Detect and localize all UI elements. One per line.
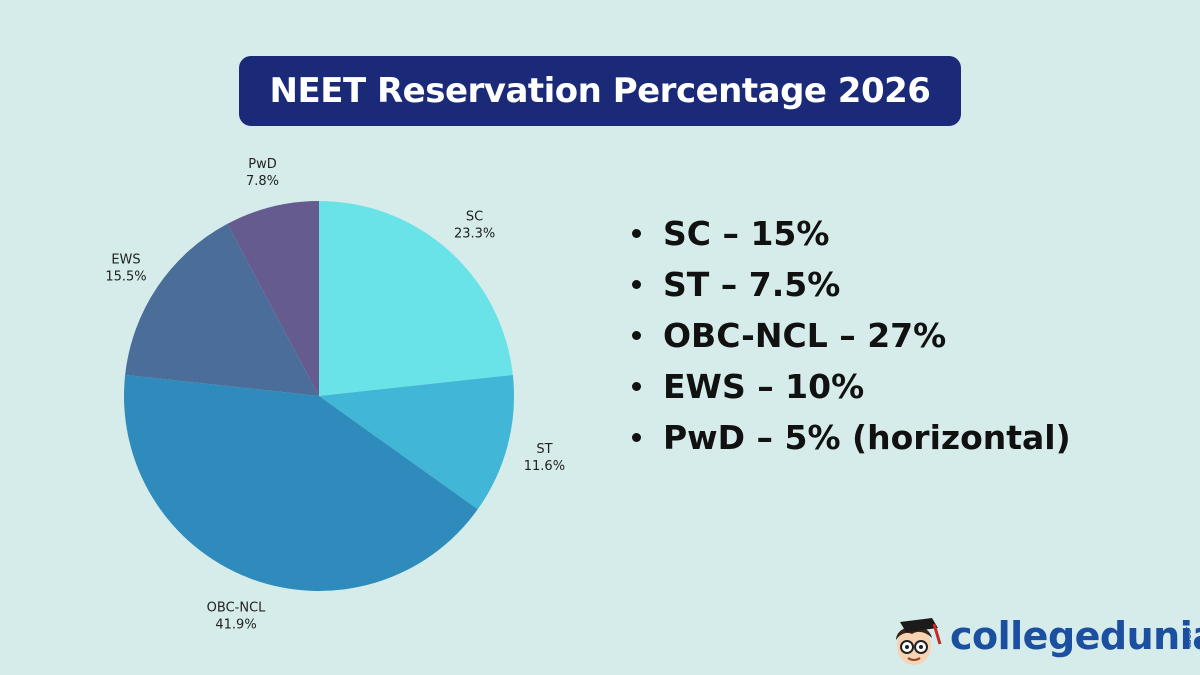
title-banner: NEET Reservation Percentage 2026 <box>239 56 961 126</box>
list-item: EWS – 10% <box>632 361 1071 412</box>
bullet-icon <box>632 280 641 289</box>
list-item-text: PwD – 5% (horizontal) <box>663 418 1071 457</box>
pie-chart: SC 23.3% ST 11.6% OBC-NCL 41.9% EWS 15.5% PwD 7.8… <box>105 157 565 633</box>
pie-slice-ews <box>125 223 319 396</box>
slice-label-obc-ncl: OBC-NCL 41.9% <box>207 601 266 633</box>
pie-slice-obc-ncl <box>123 374 478 592</box>
bullet-icon <box>632 229 641 238</box>
pie-slice-pwd <box>227 201 319 396</box>
pie-slice-sc <box>319 201 513 396</box>
slice-label-sc: SC 23.3% <box>454 210 495 242</box>
list-item-text: ST – 7.5% <box>663 265 841 304</box>
reservation-list: SC – 15% ST – 7.5% OBC-NCL – 27% EWS – 1… <box>632 208 1071 463</box>
slice-label-pwd: PwD 7.8% <box>246 157 279 189</box>
slice-label-ews: EWS 15.5% <box>105 252 146 284</box>
bullet-icon <box>632 331 641 340</box>
student-mascot-icon <box>896 618 942 665</box>
brand-suffix: .com <box>1183 626 1193 649</box>
list-item: ST – 7.5% <box>632 259 1071 310</box>
bullet-icon <box>632 433 641 442</box>
list-item-text: SC – 15% <box>663 214 830 253</box>
bullet-icon <box>632 382 641 391</box>
list-item: SC – 15% <box>632 208 1071 259</box>
slice-label-st: ST 11.6% <box>524 442 565 474</box>
list-item: PwD – 5% (horizontal) <box>632 412 1071 463</box>
list-item-text: OBC-NCL – 27% <box>663 316 947 355</box>
page-title: NEET Reservation Percentage 2026 <box>269 71 931 111</box>
brand-logo: collegedunia .com <box>888 612 1200 675</box>
list-item-text: EWS – 10% <box>663 367 865 406</box>
list-item: OBC-NCL – 27% <box>632 310 1071 361</box>
brand-name: collegedunia <box>950 614 1200 658</box>
pie-slice-st <box>319 374 514 510</box>
